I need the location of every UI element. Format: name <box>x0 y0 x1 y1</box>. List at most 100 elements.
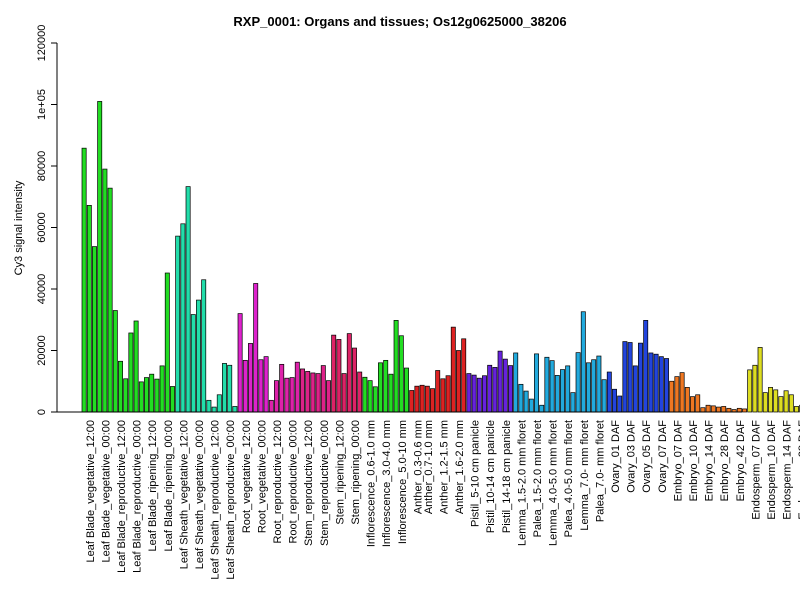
x-category-label: Stem_reproductive_12:00 <box>303 420 315 546</box>
bar <box>606 371 612 413</box>
bar <box>726 407 732 413</box>
x-category-label: Leaf Blade_vegetative_12:00 <box>85 420 97 563</box>
bar <box>638 342 643 413</box>
bar <box>138 381 144 413</box>
bar <box>700 407 706 413</box>
bar <box>648 352 654 413</box>
y-tick-label: 120000 <box>36 25 48 62</box>
bar <box>554 375 560 413</box>
bar <box>310 372 316 413</box>
bar <box>560 369 565 413</box>
x-category-label: Leaf Blade_reproductive_12:00 <box>116 420 128 573</box>
x-category-label: Root_vegetative_12:00 <box>241 420 253 533</box>
bar <box>575 352 581 413</box>
bar <box>398 335 404 413</box>
x-category-label: Leaf Blade_ripening_00:00 <box>163 420 175 552</box>
x-category-label: Inflorescence_0.6-1.0 mm <box>366 420 378 547</box>
x-category-label: Embryo_42 DAF <box>735 420 747 502</box>
bar <box>164 272 170 413</box>
bar <box>320 365 326 413</box>
x-category-label: Leaf Blade_ripening_12:00 <box>147 420 159 552</box>
bar <box>248 343 253 413</box>
bar <box>601 379 607 413</box>
bar <box>107 187 113 413</box>
x-category-label: Palea_1.5-2.0 mm floret <box>532 420 544 537</box>
x-category-label: Palea_7.0- mm floret <box>594 420 606 522</box>
bar <box>222 363 227 413</box>
bar <box>653 353 659 413</box>
chart-title: RXP_0001: Organs and tissues; Os12g06250… <box>233 14 566 29</box>
bar <box>294 361 300 413</box>
x-category-label: Endosperm_14 DAF <box>782 420 794 520</box>
bar <box>450 326 456 413</box>
x-category-label: Leaf Sheath_vegetative_12:00 <box>178 420 190 569</box>
bar <box>196 299 201 413</box>
bar <box>445 375 451 413</box>
x-category-label: Lemma_4.0-5.0 mm floret <box>548 420 560 546</box>
bar <box>232 406 238 413</box>
bar <box>341 373 347 413</box>
bar <box>216 394 222 413</box>
bar <box>508 365 513 413</box>
bar <box>721 406 727 413</box>
bar <box>357 371 363 413</box>
bar <box>393 320 399 413</box>
bar <box>627 342 633 413</box>
x-category-label: Lemma_7.0- mm floret <box>579 420 591 531</box>
bar <box>632 365 638 413</box>
bar <box>149 373 155 413</box>
x-category-label: Leaf Blade_vegetative_00:00 <box>100 420 112 563</box>
x-category-label: Pistil_10-14 cm panicle <box>485 420 497 533</box>
bar <box>404 367 409 413</box>
x-category-label: Embryo_14 DAF <box>704 420 716 502</box>
bar <box>123 378 129 413</box>
x-category-label: Embryo_07 DAF <box>672 420 684 502</box>
bar <box>497 350 503 413</box>
x-category-label: Anther_1.6-2.0 mm <box>454 420 466 514</box>
bar <box>570 392 576 413</box>
bar <box>690 396 695 413</box>
x-category-label: Ovary_05 DAF <box>641 420 653 493</box>
bar <box>783 390 789 413</box>
bar <box>227 364 233 413</box>
x-category-label: Embryo_10 DAF <box>688 420 700 502</box>
bar <box>679 372 685 413</box>
x-category-label: Anther_0.7-1.0 mm <box>423 420 435 514</box>
bar <box>565 365 571 413</box>
bar <box>144 377 149 413</box>
x-category-label: Root_vegetative_00:00 <box>256 420 268 533</box>
bar <box>268 399 274 413</box>
bar <box>253 283 259 413</box>
bar <box>658 356 664 413</box>
bar <box>747 369 753 413</box>
bar <box>133 320 139 413</box>
bar <box>705 404 711 413</box>
bar <box>476 377 482 413</box>
bar <box>684 387 690 413</box>
bar <box>773 389 779 413</box>
bar <box>430 388 435 413</box>
bar <box>768 387 773 413</box>
bar <box>388 373 394 413</box>
bar <box>487 364 493 413</box>
x-category-label: Stem_ripening_00:00 <box>350 420 362 525</box>
x-category-label: Root_reproductive_12:00 <box>272 420 284 544</box>
bar <box>736 407 742 413</box>
bar <box>284 377 290 413</box>
bar <box>461 338 467 413</box>
bar <box>86 205 92 413</box>
x-axis-labels: Leaf Blade_vegetative_12:00 Leaf Blade_ve… <box>85 420 800 580</box>
bar <box>471 374 477 413</box>
bar <box>482 375 487 413</box>
bar <box>237 313 243 413</box>
bar <box>118 360 123 413</box>
bar <box>612 388 617 413</box>
bar <box>752 364 758 413</box>
bar <box>674 376 680 413</box>
bar <box>336 339 342 413</box>
bar <box>242 359 248 413</box>
y-tick-label: 40000 <box>36 274 48 305</box>
bar <box>742 408 747 413</box>
x-category-label: Inflorescence_5.0-10 mm <box>397 420 409 544</box>
bar <box>617 395 623 413</box>
